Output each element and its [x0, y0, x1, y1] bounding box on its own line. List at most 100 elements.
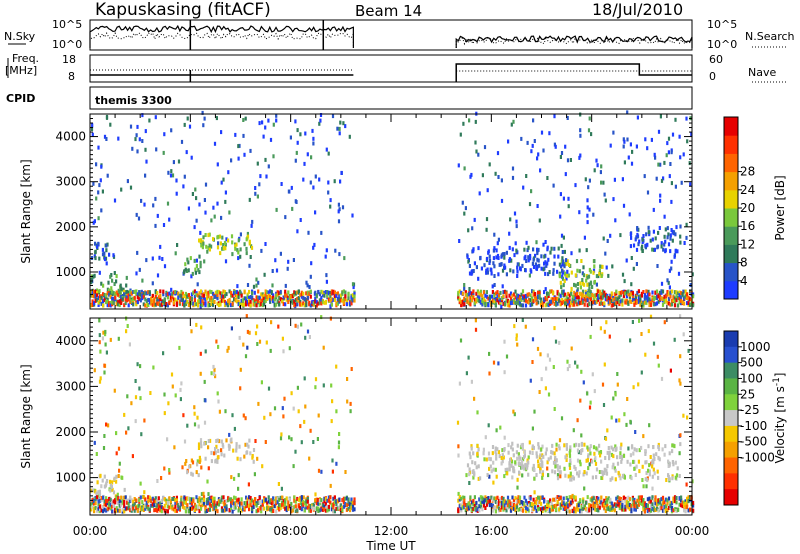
heatmap-cell	[284, 215, 287, 220]
heatmap-cell	[294, 504, 297, 509]
heatmap-cell	[213, 503, 216, 508]
heatmap-cell	[494, 500, 497, 504]
heatmap-cell	[278, 302, 281, 307]
heatmap-cell	[197, 442, 201, 447]
heatmap-cell	[626, 397, 629, 401]
heatmap-cell	[152, 365, 155, 370]
heatmap-cell	[580, 259, 583, 263]
heatmap-cell	[535, 454, 538, 459]
heatmap-cell	[629, 142, 632, 147]
heatmap-cell	[314, 498, 317, 502]
heatmap-cell	[604, 297, 607, 302]
heatmap-cell	[323, 507, 326, 512]
heatmap-cell	[654, 295, 657, 300]
heatmap-cell	[466, 503, 469, 508]
heatmap-cell	[279, 436, 283, 441]
heatmap-cell	[568, 502, 571, 507]
heatmap-cell	[100, 295, 103, 300]
heatmap-cell	[565, 261, 568, 266]
heatmap-cell	[681, 504, 684, 509]
heatmap-cell	[333, 297, 336, 302]
heatmap-cell	[539, 168, 542, 173]
heatmap-cell	[338, 497, 341, 502]
heatmap-cell	[240, 508, 243, 513]
heatmap-cell	[140, 432, 143, 437]
heatmap-cell	[247, 444, 250, 449]
heatmap-cell	[193, 508, 196, 513]
heatmap-cell	[567, 474, 570, 479]
heatmap-cell	[223, 501, 227, 506]
heatmap-cell	[308, 285, 311, 289]
heatmap-cell	[512, 292, 516, 297]
heatmap-cell	[687, 348, 690, 353]
heatmap-cell	[150, 296, 153, 301]
heatmap-cell	[251, 455, 254, 460]
heatmap-cell	[618, 418, 621, 423]
heatmap-cell	[471, 460, 474, 465]
heatmap-cell	[221, 246, 224, 251]
heatmap-cell	[536, 204, 539, 208]
heatmap-cell	[621, 501, 624, 506]
heatmap-cell	[187, 509, 190, 514]
heatmap-cell	[603, 192, 606, 197]
heatmap-cell	[339, 507, 342, 512]
heatmap-cell	[248, 507, 251, 512]
heatmap-cell	[272, 299, 275, 304]
heatmap-cell	[193, 502, 196, 507]
heatmap-cell	[583, 302, 586, 307]
heatmap-cell	[233, 426, 236, 431]
heatmap-cell	[106, 242, 109, 247]
heatmap-cell	[492, 261, 495, 266]
heatmap-cell	[93, 499, 96, 503]
heatmap-cell	[314, 299, 317, 304]
heatmap-cell	[145, 500, 148, 505]
heatmap-cell	[305, 502, 308, 507]
heatmap-cell	[628, 292, 631, 297]
heatmap-cell	[296, 290, 299, 295]
heatmap-cell	[652, 467, 655, 472]
heatmap-cell	[296, 508, 299, 513]
heatmap-cell	[224, 409, 227, 414]
heatmap-cell	[315, 497, 318, 502]
heatmap-cell	[664, 248, 667, 253]
heatmap-cell	[609, 293, 612, 298]
heatmap-cell	[554, 144, 557, 149]
heatmap-cell	[481, 497, 484, 501]
heatmap-cell	[642, 301, 645, 306]
heatmap-cell	[333, 179, 336, 184]
heatmap-cell	[299, 218, 302, 222]
heatmap-cell	[102, 330, 105, 335]
heatmap-cell	[186, 269, 189, 273]
heatmap-cell	[553, 470, 557, 475]
heatmap-cell	[467, 355, 470, 360]
heatmap-cell	[320, 507, 323, 512]
heatmap-cell	[342, 300, 345, 305]
heatmap-cell	[175, 302, 178, 307]
heatmap-cell	[535, 266, 538, 271]
heatmap-cell	[494, 296, 497, 301]
heatmap-cell	[583, 297, 586, 302]
heatmap-cell	[238, 444, 241, 449]
heatmap-cell	[629, 244, 632, 249]
heatmap-cell	[281, 502, 284, 507]
heatmap-cell	[316, 437, 319, 441]
heatmap-cell	[112, 301, 115, 305]
heatmap-cell	[640, 445, 643, 450]
heatmap-cell	[535, 451, 538, 456]
heatmap-cell	[532, 497, 535, 502]
heatmap-cell	[472, 295, 475, 300]
x-tick-label: 00:00	[675, 524, 710, 538]
x-tick-label: 00:00	[73, 524, 108, 538]
heatmap-cell	[252, 448, 256, 452]
heatmap-cell	[294, 158, 297, 163]
heatmap-cell	[135, 292, 138, 296]
heatmap-cell	[576, 289, 579, 294]
heatmap-cell	[542, 148, 545, 153]
heatmap-cell	[210, 296, 213, 300]
heatmap-cell	[269, 289, 272, 294]
heatmap-cell	[527, 245, 530, 250]
heatmap-cell	[472, 498, 475, 503]
heatmap-cell	[293, 495, 296, 500]
heatmap-cell	[621, 499, 624, 503]
heatmap-cell	[127, 290, 130, 295]
